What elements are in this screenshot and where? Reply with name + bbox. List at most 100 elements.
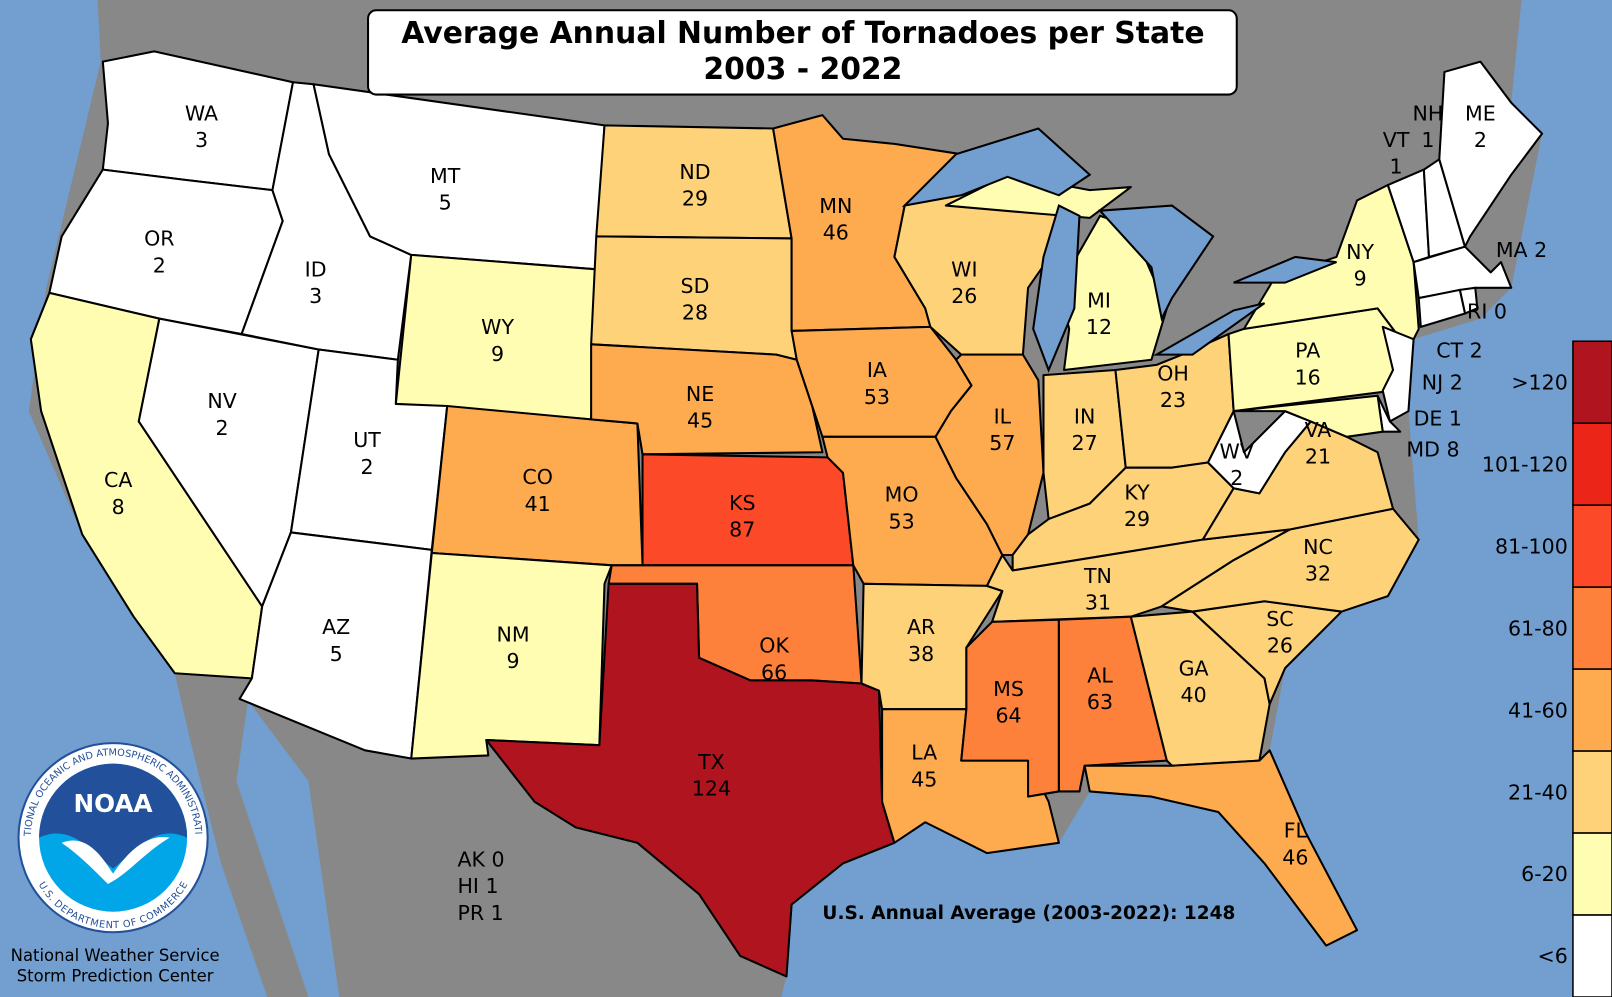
state-abbr-wy: WY: [481, 315, 514, 339]
state-abbr-wa: WA: [185, 101, 218, 125]
noaa-logo-text: NOAA: [74, 789, 153, 818]
state-abbr-ia: IA: [867, 358, 887, 382]
state-abbr-mt: MT: [430, 164, 461, 188]
title-box: Average Annual Number of Tornadoes per S…: [367, 9, 1238, 96]
state-abbr-al: AL: [1087, 663, 1113, 687]
state-value-ca: 8: [112, 495, 125, 519]
legend-swatch: [1572, 586, 1612, 670]
state-fl: [1083, 749, 1359, 947]
legend-swatch: [1572, 422, 1612, 506]
other-territories: AK 0 HI 1 PR 1: [457, 847, 504, 924]
state-tx: [485, 582, 896, 978]
credit-line1: National Weather Service: [11, 946, 220, 965]
state-abbr-wv: WV: [1220, 439, 1254, 463]
legend-label: 101-120: [1482, 452, 1568, 476]
state-abbr-pa: PA: [1295, 339, 1320, 363]
state-value-ia: 53: [864, 385, 890, 409]
state-value-nc: 32: [1305, 562, 1331, 586]
atlantic-gulf-ocean: [781, 0, 1612, 997]
state-value-pa: 16: [1295, 365, 1321, 389]
state-abbr-oh: OH: [1157, 361, 1189, 385]
state-value-ky: 29: [1124, 507, 1150, 531]
state-abbr-ok: OK: [759, 634, 789, 658]
state-abbr-ga: GA: [1179, 656, 1209, 680]
legend: >120 101-120 81-100 61-80 41-60 21-40 6-20 <6: [1482, 340, 1612, 997]
state-abbr-vt: VT: [1383, 128, 1410, 152]
state-abbr-mo: MO: [885, 483, 919, 507]
lake-superior: [901, 127, 1092, 208]
title-line1: Average Annual Number of Tornadoes per S…: [401, 16, 1204, 51]
state-abbr-nc: NC: [1303, 535, 1333, 559]
state-value-ms: 64: [995, 704, 1021, 728]
state-abbr-tn: TN: [1083, 564, 1112, 588]
state-abbr-ne: NE: [686, 382, 714, 406]
legend-swatch: [1572, 914, 1612, 997]
state-value-ut: 2: [360, 455, 373, 479]
state-abbr-fl: FL: [1284, 819, 1308, 843]
state-value-me: 2: [1474, 128, 1487, 152]
lake-erie: [1152, 302, 1266, 356]
state-abbr-sc: SC: [1266, 607, 1293, 631]
state-value-vt: 1: [1390, 155, 1403, 179]
title-line2: 2003 - 2022: [703, 52, 902, 87]
state-label-ma: MA 2: [1496, 238, 1547, 262]
state-ct: [1417, 288, 1467, 328]
state-value-nd: 29: [682, 187, 708, 211]
state-value-in: 27: [1072, 431, 1098, 455]
state-abbr-mn: MN: [819, 194, 852, 218]
legend-label: 61-80: [1508, 616, 1568, 640]
state-value-mo: 53: [889, 509, 915, 533]
state-abbr-nd: ND: [679, 160, 710, 184]
state-value-tn: 31: [1085, 591, 1111, 615]
state-abbr-tx: TX: [697, 750, 725, 774]
state-value-va: 21: [1305, 445, 1331, 469]
state-sd: [590, 235, 798, 361]
label-pr: PR 1: [457, 901, 503, 925]
state-abbr-az: AZ: [322, 615, 350, 639]
state-abbr-mi: MI: [1087, 288, 1111, 312]
state-label-ri: RI 0: [1467, 300, 1507, 324]
state-abbr-ar: AR: [907, 615, 935, 639]
state-abbr-va: VA: [1305, 418, 1332, 442]
state-abbr-ny: NY: [1346, 240, 1374, 264]
credit-line2: Storm Prediction Center: [17, 967, 214, 986]
state-abbr-ky: KY: [1124, 481, 1150, 505]
state-value-mn: 46: [823, 220, 849, 244]
state-abbr-wi: WI: [951, 257, 977, 281]
legend-label: >120: [1511, 370, 1567, 394]
state-value-al: 63: [1087, 690, 1113, 714]
state-abbr-sd: SD: [681, 274, 710, 298]
state-value-mt: 5: [439, 191, 452, 215]
state-il: [934, 353, 1045, 557]
state-value-il: 57: [989, 431, 1015, 455]
state-value-oh: 23: [1160, 388, 1186, 412]
state-abbr-or: OR: [144, 227, 174, 251]
annual-average: U.S. Annual Average (2003-2022): 1248: [822, 903, 1235, 924]
state-value-ok: 66: [761, 660, 787, 684]
legend-label: <6: [1537, 944, 1567, 968]
state-value-sc: 26: [1267, 634, 1293, 658]
state-abbr-ca: CA: [104, 468, 132, 492]
state-me: [1438, 60, 1544, 248]
state-value-sd: 28: [682, 301, 708, 325]
state-value-wi: 26: [951, 284, 977, 308]
legend-label: 21-40: [1508, 780, 1568, 804]
state-value-ar: 38: [908, 642, 934, 666]
state-value-co: 41: [525, 492, 551, 516]
state-value-az: 5: [330, 642, 343, 666]
state-labels: WA3OR2CA8NV2ID3MT5WY9UT2AZ5CO41NM9ND29SD…: [104, 101, 1547, 869]
state-value-fl: 46: [1282, 845, 1308, 869]
lake-huron: [1097, 204, 1215, 322]
state-abbr-ut: UT: [353, 428, 381, 452]
state-value-or: 2: [153, 253, 166, 277]
legend-label: 41-60: [1508, 698, 1568, 722]
state-abbr-nv: NV: [207, 389, 236, 413]
state-value-ny: 9: [1354, 267, 1367, 291]
state-abbr-in: IN: [1074, 404, 1095, 428]
state-label-ct: CT 2: [1436, 339, 1483, 363]
great-lakes: [901, 127, 1337, 373]
state-value-ks: 87: [729, 518, 755, 542]
state-value-tx: 124: [692, 777, 731, 801]
